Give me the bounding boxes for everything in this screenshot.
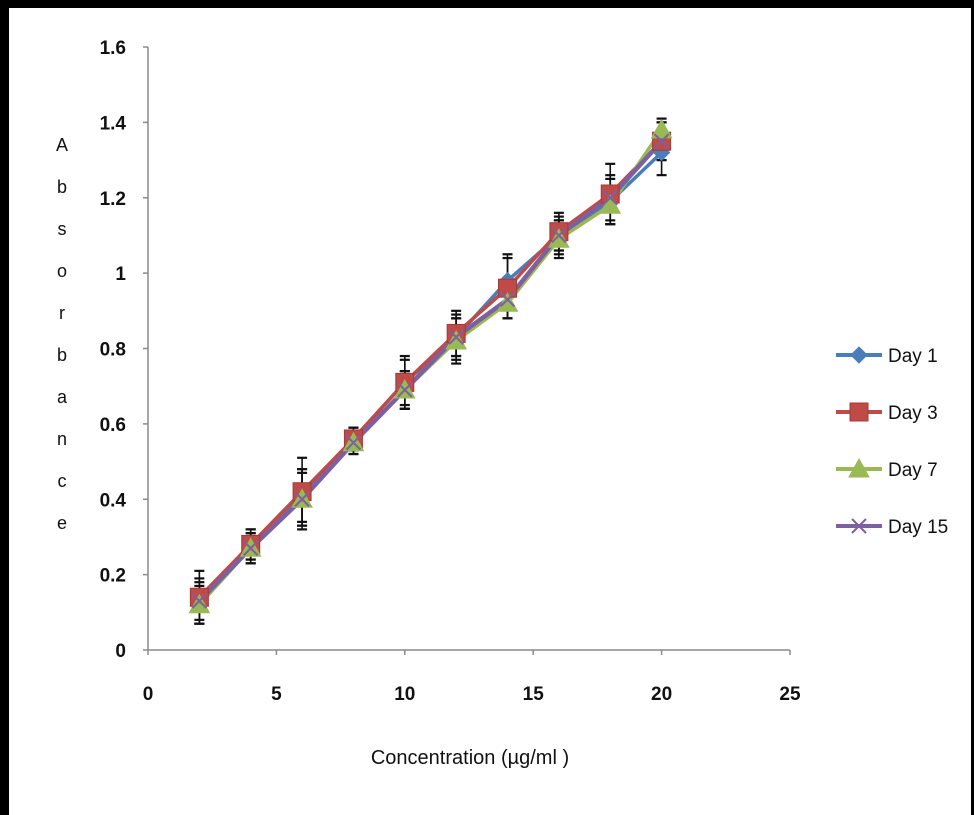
legend-item-day-7: Day 7 <box>836 457 938 481</box>
x-tick-label: 5 <box>271 684 282 705</box>
y-axis-label-letter: a <box>57 387 68 407</box>
data-point-day-7 <box>599 194 622 214</box>
data-point-day-15 <box>602 190 618 206</box>
legend-marker <box>849 402 869 422</box>
series-line-day-3 <box>198 139 663 599</box>
data-point-day-7 <box>445 329 468 350</box>
legend-marker <box>851 518 867 534</box>
x-tick-label: 20 <box>651 684 672 705</box>
data-point-day-15 <box>499 291 516 308</box>
y-tick-label: 1 <box>115 264 126 285</box>
y-tick-label: 1.2 <box>100 189 126 210</box>
x-tick-label: 10 <box>394 684 415 705</box>
y-axis-label-letter: c <box>58 471 67 491</box>
y-axis-label: Ab s o r b a n c e <box>56 135 68 533</box>
data-point-day-15 <box>551 227 567 244</box>
y-tick-label: 0.2 <box>100 566 126 587</box>
data-point-day-15 <box>191 593 208 609</box>
x-ticks: 0 5 10 15 20 25 <box>143 650 801 705</box>
y-axis-label-letter: o <box>57 261 67 281</box>
y-tick-label: 0.8 <box>100 340 126 361</box>
legend-marker <box>848 457 870 478</box>
y-tick-label: 0 <box>115 641 126 662</box>
data-point-day-15 <box>448 329 464 345</box>
legend-item-day-3: Day 3 <box>836 402 938 424</box>
y-axis-label-letter: A <box>56 135 68 155</box>
legend: Day 1 Day 3 Day 7 Day 15 <box>836 346 948 538</box>
legend-label: Day 7 <box>888 460 938 481</box>
legend-label: Day 1 <box>888 346 938 367</box>
data-point-day-7 <box>650 118 673 139</box>
y-axis-label-letter: b <box>57 345 67 365</box>
legend-label: Day 15 <box>888 517 948 538</box>
x-axis-label: Concentration (µg/ml ) <box>371 747 569 769</box>
data-point-day-15 <box>243 540 259 556</box>
x-tick-label: 15 <box>523 684 545 705</box>
data-point-day-15 <box>397 382 413 398</box>
y-tick-label: 0.4 <box>100 490 127 511</box>
axes <box>147 47 790 651</box>
y-axis-label-letter: e <box>57 513 67 533</box>
legend-item-day-15: Day 15 <box>836 517 948 538</box>
legend-marker <box>850 346 868 364</box>
series-markers <box>188 118 673 614</box>
y-ticks: 0 0.2 0.4 0.6 0.8 1 1.2 1.4 1.6 <box>100 38 148 662</box>
y-tick-label: 1.6 <box>100 38 126 59</box>
legend-label: Day 3 <box>888 403 938 424</box>
x-tick-label: 0 <box>143 684 154 705</box>
y-axis-label-letter: r <box>59 303 65 323</box>
data-point-day-15 <box>294 491 310 507</box>
y-axis-label-letter: n <box>57 429 67 449</box>
data-point-day-15 <box>653 133 670 149</box>
series-lines <box>197 128 664 606</box>
x-tick-label: 25 <box>779 684 801 705</box>
legend-item-day-1: Day 1 <box>836 346 938 367</box>
data-point-day-7 <box>496 292 519 312</box>
data-point-day-15 <box>345 435 362 451</box>
error-bars <box>194 117 667 625</box>
data-point-day-7 <box>548 228 570 248</box>
y-axis-label-letter: s <box>58 219 67 239</box>
series-line-day-15 <box>197 139 664 603</box>
y-axis-label-letter: b <box>57 177 67 197</box>
data-point-day-7 <box>188 593 211 614</box>
y-tick-label: 0.6 <box>100 415 126 436</box>
y-tick-label: 1.4 <box>100 113 127 134</box>
